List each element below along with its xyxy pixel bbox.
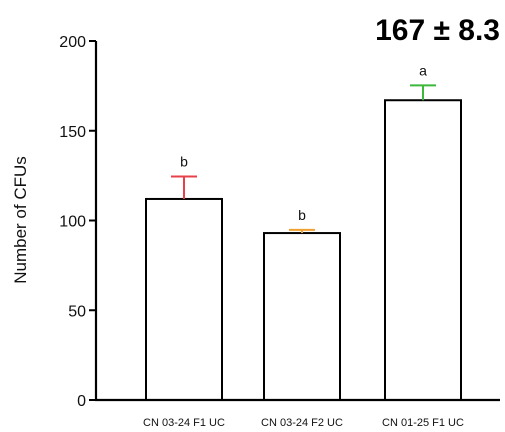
x-category-label-2: CN 03-24 F2 UC	[261, 417, 343, 429]
y-tick-label-50: 50	[68, 303, 86, 320]
y-axis-label: Number of CFUs	[11, 156, 30, 284]
y-ticks-layer: 0 50 100 150 200	[59, 34, 96, 410]
error-bars-layer	[171, 84, 436, 234]
significance-label-3: a	[419, 62, 427, 78]
bars-layer	[145, 99, 462, 402]
y-tick-label-100: 100	[59, 214, 86, 231]
bar-2	[263, 232, 341, 401]
bar-3	[384, 99, 462, 402]
error-bar-3	[410, 84, 436, 101]
significance-label-1: b	[180, 154, 188, 170]
chart-headline: 167 ± 8.3	[375, 14, 500, 47]
y-tick-label-200: 200	[59, 34, 86, 51]
error-bar-1	[171, 175, 197, 199]
significance-labels-layer: b b a	[180, 62, 427, 222]
x-category-label-1: CN 03-24 F1 UC	[143, 417, 225, 429]
bar-1	[145, 197, 223, 401]
y-tick-label-0: 0	[77, 393, 86, 410]
error-bar-2	[289, 228, 315, 234]
x-category-label-3: CN 01-25 F1 UC	[382, 417, 464, 429]
significance-label-2: b	[298, 207, 306, 223]
x-category-labels-layer: CN 03-24 F1 UC CN 03-24 F2 UC CN 01-25 F1 …	[143, 417, 464, 429]
y-tick-label-150: 150	[59, 124, 86, 141]
